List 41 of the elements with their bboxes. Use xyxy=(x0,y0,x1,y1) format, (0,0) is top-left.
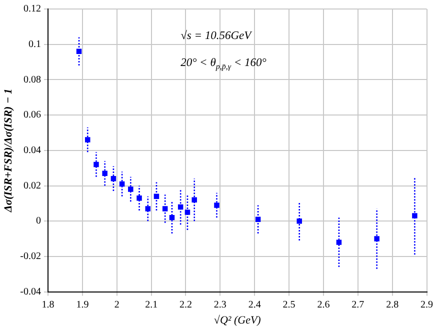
x-tick-label: 2 xyxy=(114,299,120,310)
point xyxy=(184,210,190,215)
x-tick-label: 2.3 xyxy=(214,299,226,310)
x-tick-label: 2.6 xyxy=(317,299,330,310)
y-tick-label: 0.08 xyxy=(24,74,42,86)
x-tick-label: 2.7 xyxy=(352,299,364,310)
x-tick-label: 2.1 xyxy=(145,299,158,310)
y-tick-label: 0.06 xyxy=(24,110,42,121)
annotation: √s = 10.56GeV xyxy=(180,29,254,42)
point xyxy=(255,216,261,222)
point xyxy=(145,206,150,212)
point xyxy=(128,186,134,192)
y-tick-label: -0.04 xyxy=(20,286,42,298)
y-tick-label: -0.02 xyxy=(20,251,42,262)
x-tick-label: 2.4 xyxy=(248,299,261,310)
point xyxy=(110,176,116,182)
x-tick-label: 1.9 xyxy=(76,299,89,310)
point xyxy=(412,213,418,218)
y-tick-label: 0 xyxy=(36,216,42,227)
point xyxy=(102,170,108,176)
x-tick-label: 2.9 xyxy=(420,299,433,310)
point xyxy=(154,194,160,199)
x-tick-label: 2.8 xyxy=(386,299,399,310)
point xyxy=(296,218,302,224)
y-tick-label: 0.1 xyxy=(28,38,42,50)
point xyxy=(336,240,342,245)
y-tick-label: 0.04 xyxy=(24,145,42,156)
point xyxy=(192,197,197,203)
point xyxy=(136,196,142,201)
y-tick-label: 0.02 xyxy=(24,180,42,192)
point xyxy=(162,206,168,212)
y-tick-label: 0.12 xyxy=(24,4,42,15)
x-tick-label: 1.8 xyxy=(42,299,54,310)
y-axis-title: Δσ(ISR+FSR)/Δσ(ISR) − 1 xyxy=(2,88,14,214)
x-tick-label: 2.5 xyxy=(282,299,296,310)
point xyxy=(94,162,99,168)
x-axis-title: √Q² (GeV) xyxy=(214,314,262,326)
x-tick-label: 2.2 xyxy=(179,299,192,310)
point xyxy=(374,236,380,242)
point xyxy=(214,202,220,208)
point xyxy=(85,137,90,142)
